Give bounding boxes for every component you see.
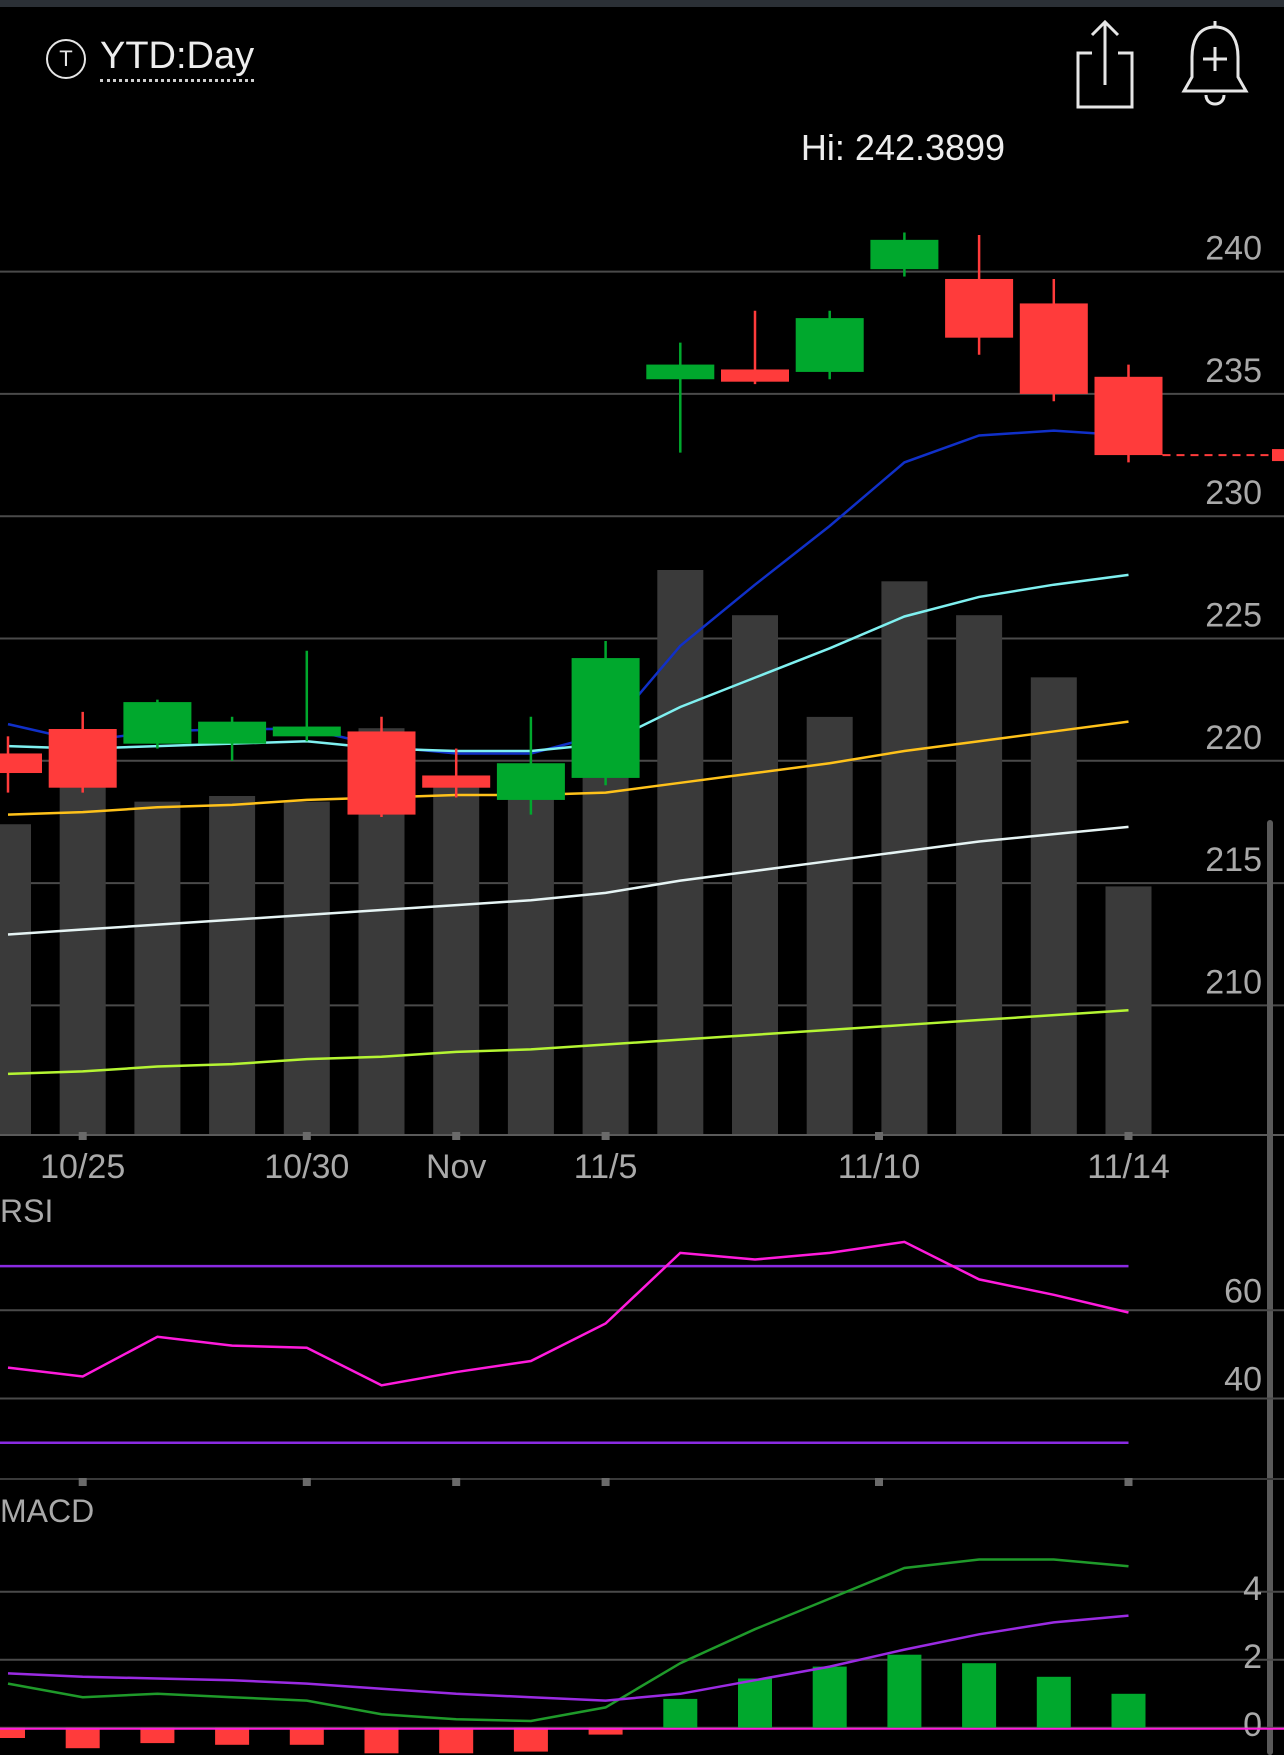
top-divider <box>0 0 1284 7</box>
price-axis-label: 230 <box>1205 474 1262 512</box>
date-tick <box>78 1132 87 1140</box>
candle-body <box>721 369 789 382</box>
price-axis-label: 220 <box>1205 719 1262 757</box>
macd-histogram-bar <box>962 1663 997 1728</box>
macd-histogram-bar <box>289 1727 324 1745</box>
macd-histogram-bar <box>812 1666 847 1728</box>
candle-body <box>0 753 42 774</box>
share-icon <box>1076 19 1134 109</box>
last-price-marker <box>1272 449 1284 462</box>
volume-bar <box>59 733 106 1135</box>
date-tick <box>452 1132 461 1140</box>
volume-bar <box>956 615 1003 1135</box>
volume-bar <box>134 801 181 1135</box>
volume-bar <box>881 581 928 1135</box>
volume-bar <box>657 570 704 1135</box>
date-tick <box>601 1132 610 1140</box>
period-selector[interactable]: T YTD:Day <box>46 35 255 82</box>
chart-header: T YTD:Day <box>0 7 1284 117</box>
volume-bar <box>0 824 31 1135</box>
candle-body <box>272 726 341 737</box>
macd-histogram-bar <box>513 1727 548 1752</box>
price-axis-label: 240 <box>1205 230 1262 268</box>
add-alert-bell-icon <box>1181 21 1249 106</box>
date-tick <box>1124 1132 1133 1140</box>
date-tick <box>302 1132 311 1140</box>
date-tick <box>875 1132 884 1140</box>
candle-body <box>870 239 939 270</box>
macd-line <box>7 1558 1129 1723</box>
macd-signal-line <box>7 1614 1129 1702</box>
candle-body <box>422 775 491 788</box>
rsi-date-tick <box>875 1478 884 1486</box>
candle-body <box>198 721 267 744</box>
period-label: YTD:Day <box>100 35 255 82</box>
volume-bar <box>209 796 256 1135</box>
date-axis-label: 11/5 <box>574 1148 638 1186</box>
moving-average-line <box>7 429 1129 755</box>
rsi-date-tick <box>601 1478 610 1486</box>
volume-bar <box>732 615 778 1135</box>
candle-body <box>795 318 864 372</box>
date-axis-label: 10/30 <box>264 1148 349 1186</box>
rsi-axis-label: 40 <box>1224 1361 1262 1399</box>
candle-body <box>945 278 1014 338</box>
candle-body <box>646 364 715 380</box>
macd-axis-label: 0 <box>1243 1706 1262 1744</box>
rsi-date-tick <box>1124 1478 1133 1486</box>
macd-histogram-bar <box>1036 1676 1071 1728</box>
macd-histogram-bar <box>140 1727 175 1744</box>
macd-histogram-bar <box>887 1654 922 1728</box>
candle-body <box>48 729 117 788</box>
price-axis-label: 215 <box>1205 841 1262 879</box>
macd-histogram-bar <box>215 1727 250 1745</box>
macd-histogram-bar <box>364 1727 399 1754</box>
macd-axis-label: 4 <box>1243 1570 1262 1608</box>
add-alert-button[interactable] <box>1180 19 1250 109</box>
volume-bar <box>1030 677 1077 1135</box>
volume-bar <box>507 790 554 1135</box>
macd-histogram-bar <box>0 1727 25 1738</box>
volume-bar <box>283 801 330 1135</box>
price-axis-label: 210 <box>1205 963 1262 1001</box>
rsi-panel-title: RSI <box>0 1193 53 1229</box>
volume-bar <box>433 779 480 1135</box>
candle-body <box>571 658 640 778</box>
price-axis-label: 235 <box>1205 352 1262 390</box>
macd-histogram-bar <box>439 1727 474 1754</box>
macd-histogram-bar <box>588 1727 623 1735</box>
rsi-line <box>7 1240 1129 1387</box>
candle-body <box>123 702 192 744</box>
session-high-label: Hi: 242.3899 <box>801 127 1005 168</box>
candle-body <box>1019 303 1088 394</box>
moving-average-line <box>7 573 1129 753</box>
rsi-date-tick <box>302 1478 311 1486</box>
share-button[interactable] <box>1072 19 1140 109</box>
macd-histogram-bar <box>663 1698 698 1728</box>
moving-average-line <box>7 825 1129 936</box>
rsi-date-tick <box>78 1478 87 1486</box>
rsi-axis-label: 60 <box>1224 1272 1262 1310</box>
macd-axis-label: 2 <box>1243 1638 1262 1676</box>
candle-body <box>496 763 565 800</box>
price-axis-label: 225 <box>1205 597 1262 635</box>
macd-histogram-bar <box>1111 1693 1146 1728</box>
candle-body <box>347 731 416 815</box>
date-axis-label: Nov <box>426 1148 486 1186</box>
macd-panel-title: MACD <box>0 1493 94 1529</box>
rsi-date-tick <box>452 1478 461 1486</box>
candle-body <box>1094 376 1163 456</box>
moving-average-line <box>7 1009 1129 1076</box>
macd-histogram-bar <box>65 1727 100 1749</box>
date-axis-label: 10/25 <box>40 1148 125 1186</box>
period-type-icon: T <box>46 38 86 79</box>
macd-histogram-bar <box>738 1678 772 1728</box>
moving-average-line <box>7 720 1129 816</box>
volume-bar <box>806 716 853 1135</box>
scroll-indicator <box>1267 820 1273 1755</box>
date-axis-label: 11/14 <box>1087 1148 1170 1186</box>
date-axis-label: 11/10 <box>838 1148 921 1186</box>
